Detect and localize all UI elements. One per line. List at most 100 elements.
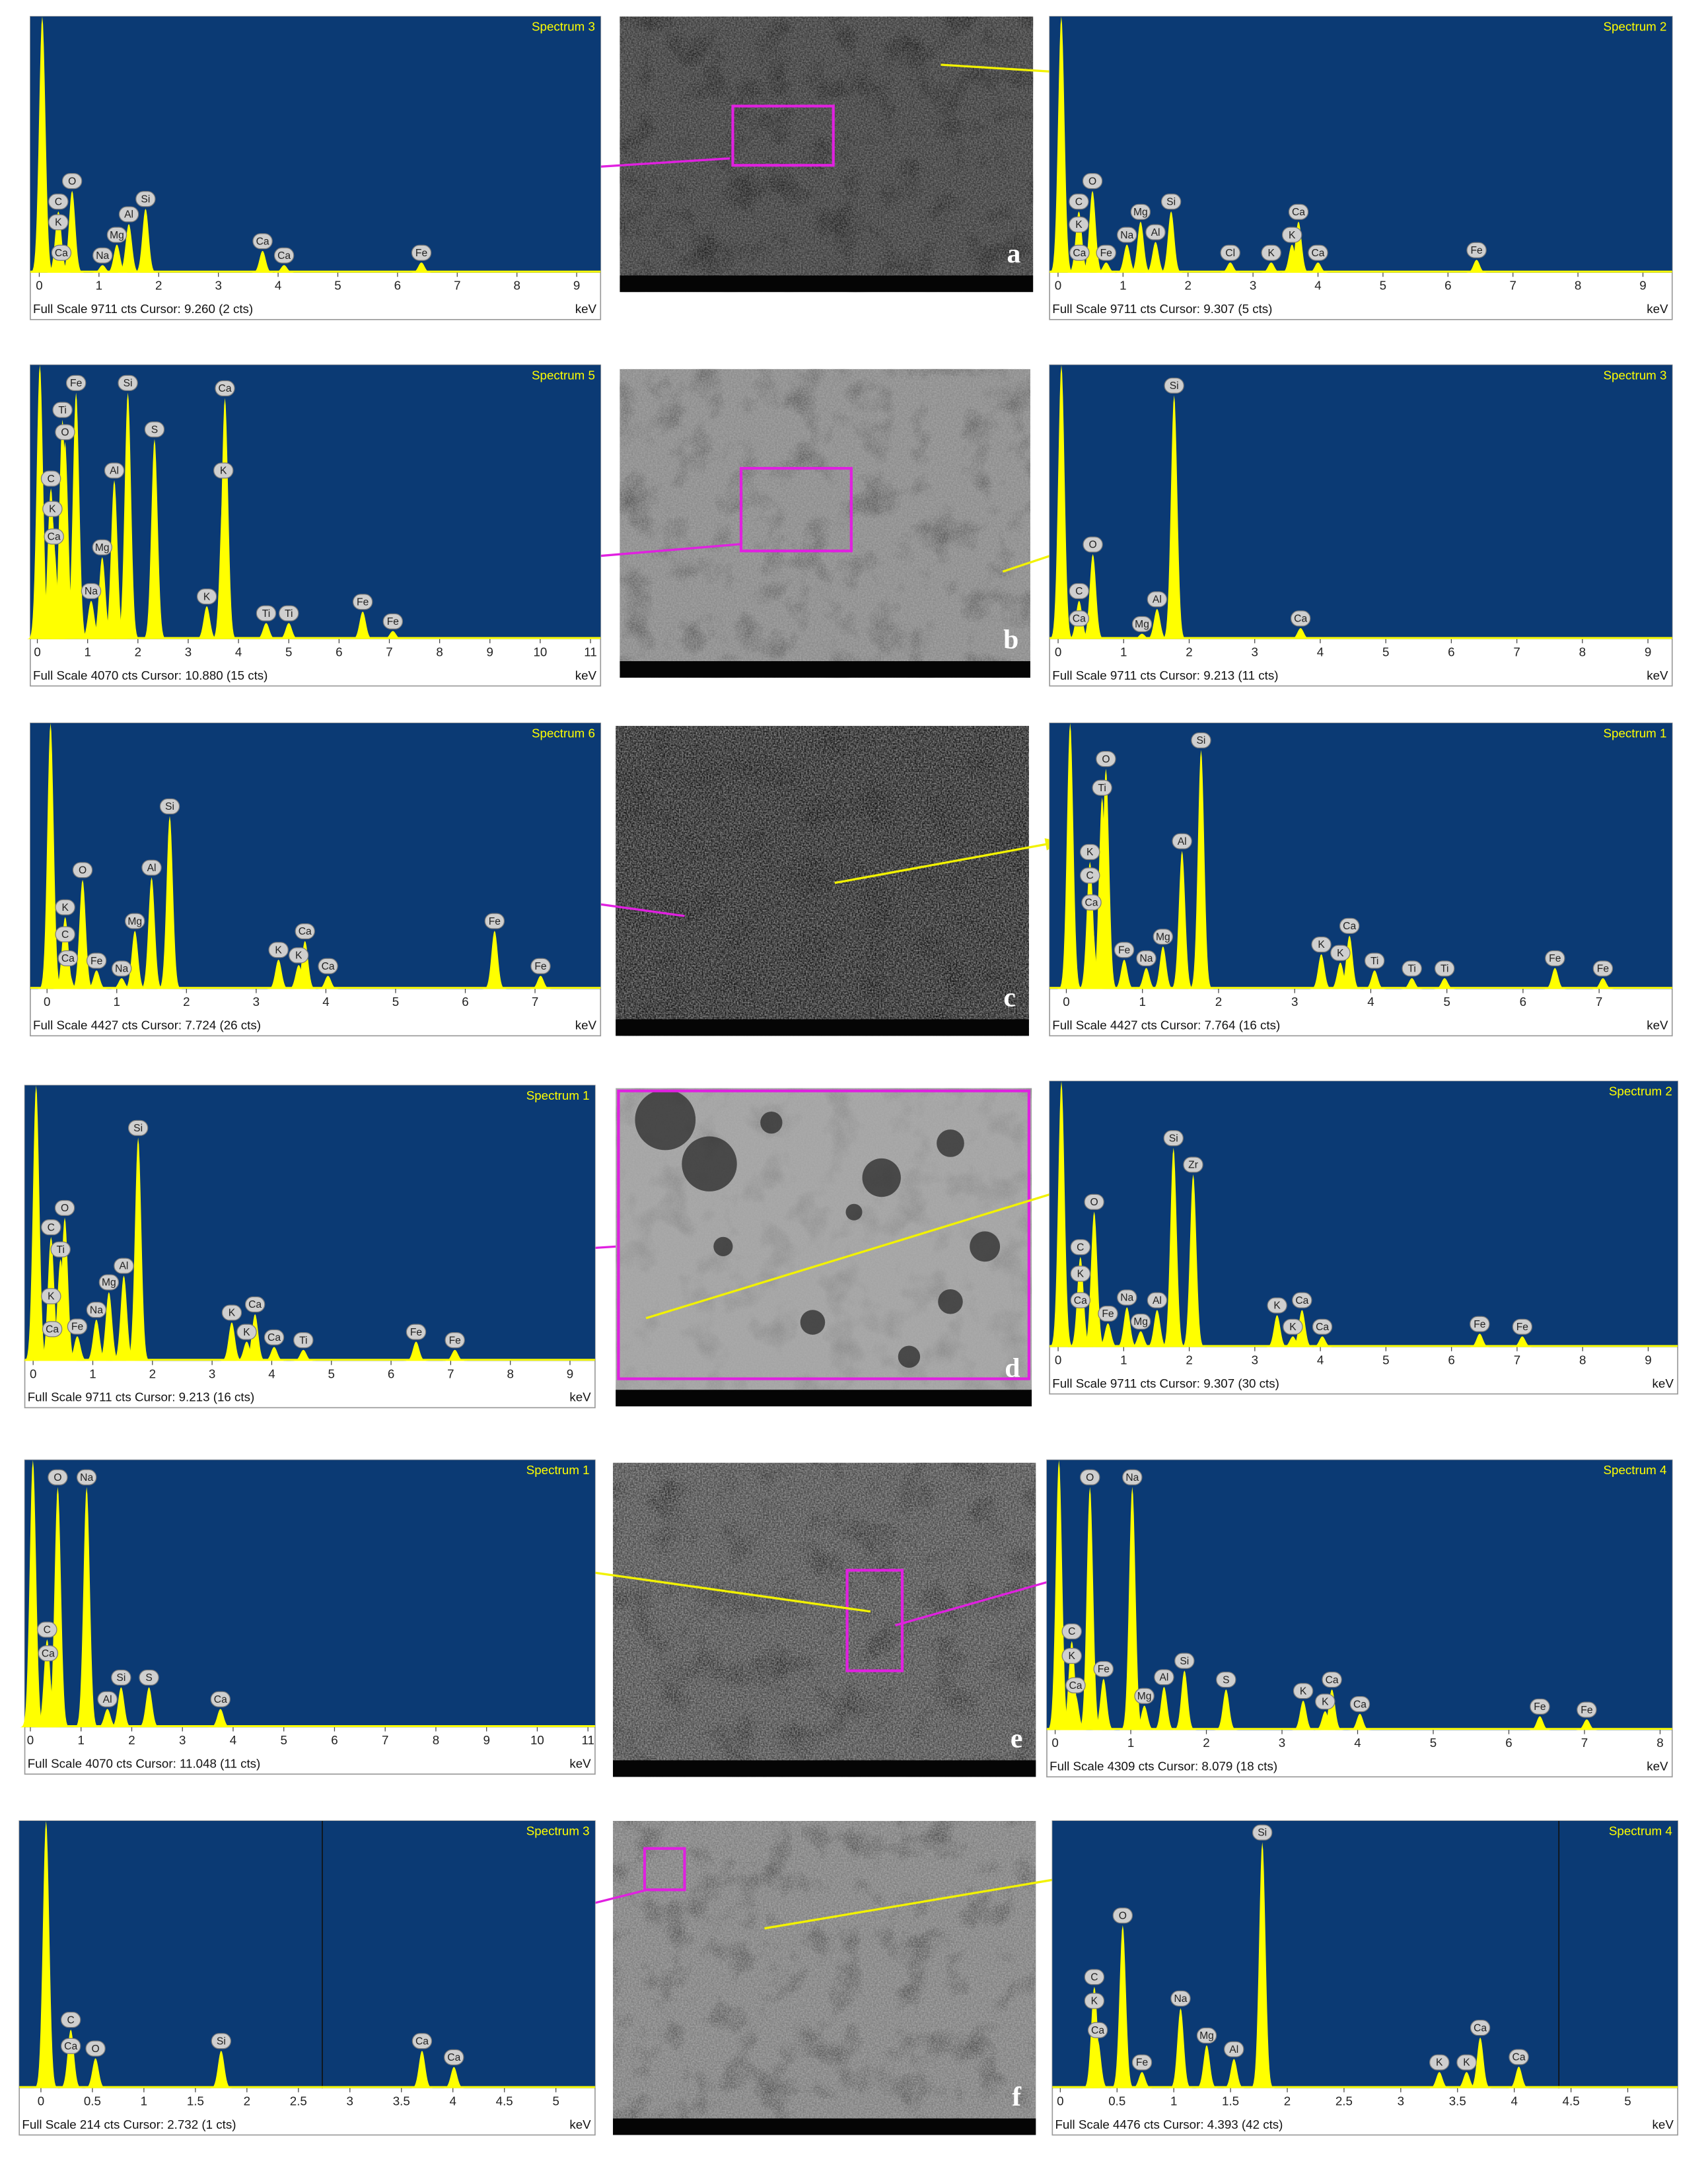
- peak: [349, 611, 376, 639]
- peak: [194, 606, 220, 639]
- x-tick-label: 5: [1382, 645, 1389, 658]
- x-tick-label: 3: [209, 1367, 215, 1380]
- element-badge: [268, 942, 289, 958]
- element-badge: [1147, 591, 1168, 608]
- element-label: Fe: [1100, 248, 1112, 259]
- element-label: Ca: [1085, 898, 1098, 909]
- x-tick-label: 1: [141, 2094, 147, 2108]
- particle: [862, 1158, 901, 1197]
- element-label: Ca: [1292, 207, 1305, 218]
- x-tick-label: 3: [215, 279, 221, 293]
- image-info-bar: [613, 1760, 1036, 1777]
- element-badge: [484, 913, 505, 929]
- peak: [1180, 1174, 1206, 1347]
- element-label: C: [47, 474, 54, 485]
- element-label: Mg: [1133, 207, 1148, 218]
- element-label: Si: [1197, 735, 1206, 746]
- element-badge: [67, 1318, 88, 1335]
- peak: [41, 546, 67, 639]
- peak: [1085, 2040, 1111, 2088]
- sem-image: c: [616, 726, 1029, 1036]
- peak: [1574, 1719, 1600, 1730]
- peak: [409, 2050, 435, 2088]
- plot-area: [24, 1085, 595, 1361]
- element-label: Si: [116, 1672, 125, 1684]
- element-label: Mg: [127, 916, 142, 927]
- spectrum-title: Spectrum 1: [526, 1088, 590, 1102]
- element-label: Si: [133, 1123, 143, 1134]
- element-badge: [61, 173, 83, 190]
- element-badge: [92, 539, 112, 555]
- arrow-shaft: [834, 840, 1061, 884]
- x-tick-label: 8: [507, 1367, 513, 1380]
- peak: [64, 1336, 90, 1361]
- image-grain: [613, 1821, 1036, 2135]
- element-badge: [55, 899, 75, 915]
- element-badge: [1061, 1647, 1082, 1664]
- footer-text: Full Scale 9711 cts Cursor: 9.260 (2 cts…: [33, 302, 253, 316]
- peak: [1048, 1081, 1075, 1347]
- x-tick-label: 11: [584, 645, 596, 658]
- element-badge: [236, 1324, 257, 1340]
- element-label: Fe: [1597, 964, 1609, 975]
- selection-box: [845, 1569, 904, 1672]
- element-badge: [1322, 1672, 1342, 1688]
- x-tick-label: 2: [1284, 2094, 1291, 2108]
- peak: [403, 1341, 429, 1361]
- x-tick-label: 2: [1186, 645, 1192, 658]
- peak: [1066, 627, 1092, 639]
- peak: [1527, 1716, 1553, 1730]
- element-badge: [104, 462, 125, 479]
- x-tick-label: 0: [1051, 1736, 1058, 1750]
- peak: [1114, 1307, 1140, 1347]
- peak: [108, 1687, 134, 1728]
- element-label: Fe: [1118, 944, 1130, 956]
- element-badge: [293, 1332, 314, 1349]
- peak: [1095, 1323, 1121, 1347]
- x-tick-label: 1: [1120, 1353, 1127, 1367]
- peak: [1280, 1336, 1306, 1347]
- element-badge: [1577, 1701, 1597, 1718]
- element-badge: [1131, 2054, 1153, 2071]
- panel-letter: b: [1003, 624, 1018, 655]
- peak: [292, 941, 318, 989]
- x-tick-label: 4.5: [496, 2094, 513, 2108]
- element-badge: [135, 191, 156, 207]
- element-label: O: [79, 865, 87, 876]
- element-badge: [1069, 610, 1090, 627]
- element-badge: [1069, 583, 1090, 600]
- image-info-bar: [620, 661, 1030, 678]
- peak: [78, 600, 104, 639]
- element-badge: [1292, 1292, 1312, 1308]
- element-label: O: [53, 1472, 61, 1483]
- sem-image: a: [620, 17, 1034, 293]
- peak: [219, 1322, 245, 1361]
- spectrum-title: Spectrum 4: [1609, 1824, 1672, 1838]
- element-badge: [1122, 1469, 1143, 1485]
- element-badge: [221, 1304, 242, 1321]
- element-badge: [86, 952, 107, 969]
- x-tick-label: 3: [1251, 645, 1258, 658]
- element-badge: [1216, 1672, 1236, 1688]
- spectrum-title: Spectrum 1: [1604, 727, 1667, 740]
- element-label: Fe: [1470, 245, 1482, 256]
- element-label: Fe: [1534, 1701, 1546, 1713]
- element-label: Si: [1258, 1828, 1267, 1839]
- element-label: C: [44, 1625, 51, 1636]
- peak: [380, 631, 406, 639]
- element-label: K: [49, 504, 56, 515]
- x-axis-unit: keV: [1647, 1760, 1668, 1773]
- peak: [1067, 262, 1092, 273]
- element-label: C: [1075, 586, 1083, 597]
- panel-letter: e: [1011, 1724, 1023, 1754]
- x-tick-label: 0: [44, 995, 50, 1009]
- peak: [1285, 221, 1312, 273]
- peak: [1221, 2059, 1247, 2088]
- x-tick-label: 9: [567, 1367, 573, 1380]
- peak: [207, 1709, 233, 1728]
- x-tick-label: 2: [1203, 1736, 1209, 1750]
- element-badge: [127, 1120, 149, 1136]
- peak: [94, 1709, 120, 1728]
